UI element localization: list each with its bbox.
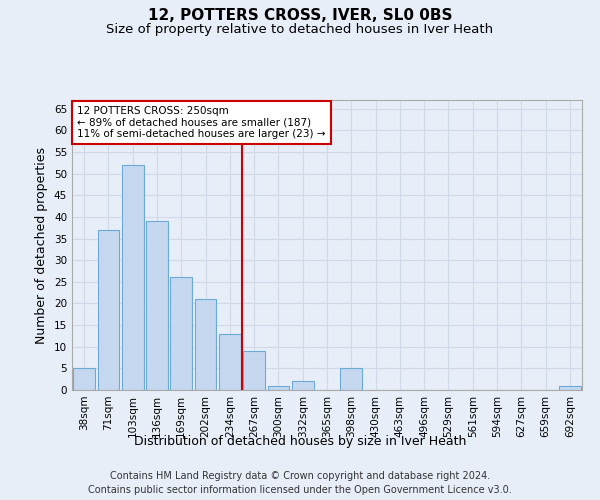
Bar [340,368,362,390]
Bar [122,165,143,390]
Bar [243,351,265,390]
Text: Contains HM Land Registry data © Crown copyright and database right 2024.
Contai: Contains HM Land Registry data © Crown c… [88,471,512,495]
Bar [73,368,95,390]
Text: Distribution of detached houses by size in Iver Heath: Distribution of detached houses by size … [134,435,466,448]
Text: 12, POTTERS CROSS, IVER, SL0 0BS: 12, POTTERS CROSS, IVER, SL0 0BS [148,8,452,22]
Bar [559,386,581,390]
Bar [170,278,192,390]
Bar [292,382,314,390]
Bar [268,386,289,390]
Text: Size of property relative to detached houses in Iver Heath: Size of property relative to detached ho… [106,22,494,36]
Bar [194,299,217,390]
Y-axis label: Number of detached properties: Number of detached properties [35,146,49,344]
Bar [219,334,241,390]
Bar [97,230,119,390]
Bar [146,221,168,390]
Text: 12 POTTERS CROSS: 250sqm
← 89% of detached houses are smaller (187)
11% of semi-: 12 POTTERS CROSS: 250sqm ← 89% of detach… [77,106,326,139]
